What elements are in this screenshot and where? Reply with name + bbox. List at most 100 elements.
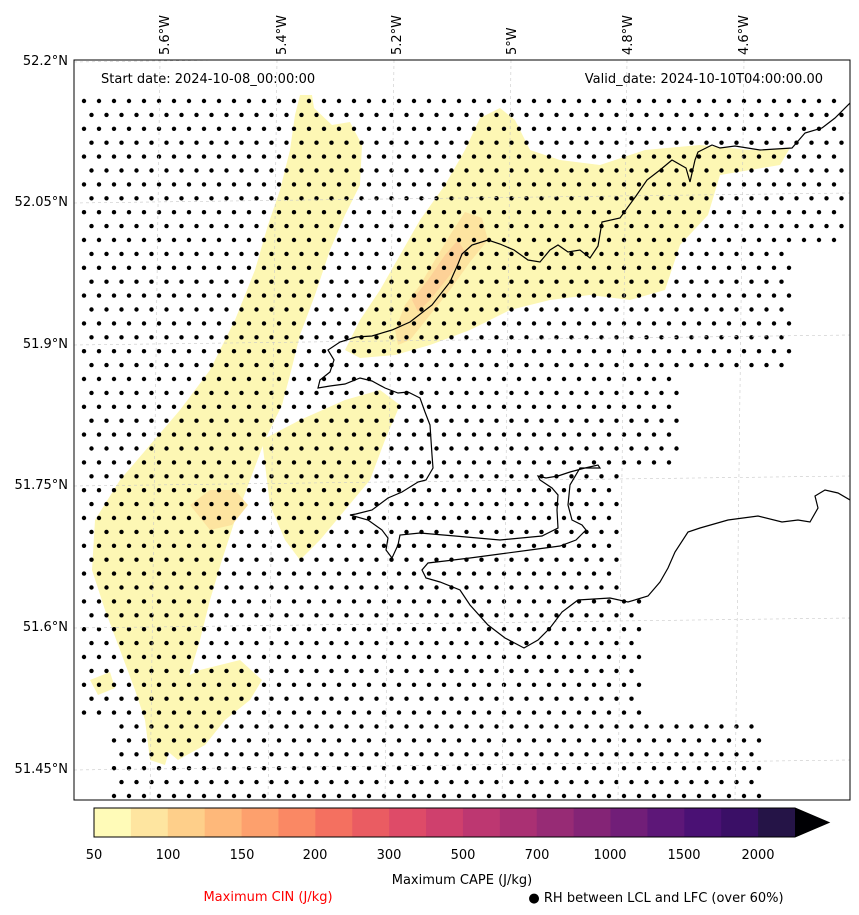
rh-dot — [719, 724, 724, 729]
rh-dot — [786, 349, 792, 354]
rh-dot — [614, 279, 619, 284]
rh-dot — [291, 293, 297, 298]
rh-dot — [126, 210, 132, 215]
rh-dot — [486, 793, 492, 799]
rh-dot — [231, 237, 237, 243]
rh-dot — [651, 210, 657, 215]
rh-dot — [471, 404, 477, 409]
rh-dot — [404, 279, 409, 284]
rh-dot — [614, 779, 619, 785]
rh-dot — [126, 98, 132, 104]
rh-dot — [651, 126, 657, 131]
rh-dot — [239, 279, 244, 284]
rh-dot — [411, 543, 417, 548]
rh-dot — [456, 182, 462, 187]
rh-dot — [434, 307, 439, 312]
rh-dot — [351, 154, 357, 159]
rh-dot — [741, 182, 747, 187]
rh-dot — [614, 696, 619, 701]
rh-dot — [81, 404, 87, 409]
rh-dot — [516, 349, 522, 354]
rh-dot — [831, 154, 837, 159]
rh-dot — [704, 196, 709, 201]
rh-dot — [501, 265, 507, 270]
lat-tick: 51.45°N — [15, 762, 68, 777]
rh-dot — [396, 654, 402, 660]
rh-dot — [546, 126, 552, 131]
rh-dot — [239, 724, 244, 729]
rh-dot — [374, 140, 379, 145]
rh-dot — [479, 779, 484, 785]
rh-dot — [404, 724, 409, 729]
rh-dot — [216, 349, 222, 354]
rh-dot — [764, 223, 769, 229]
rh-dot — [546, 793, 552, 799]
rh-dot — [749, 307, 754, 312]
rh-dot — [599, 307, 604, 312]
rh-dot — [494, 390, 499, 396]
rh-dot — [419, 168, 424, 173]
rh-dot — [404, 446, 409, 451]
rh-dot — [336, 321, 342, 326]
rh-dot — [824, 112, 829, 118]
rh-dot — [786, 265, 792, 270]
rh-dot — [209, 501, 214, 507]
rh-dot — [741, 237, 747, 243]
rh-dot — [666, 766, 672, 771]
rh-dot — [149, 668, 154, 674]
rh-dot — [471, 571, 477, 576]
rh-dot — [674, 140, 679, 145]
rh-dot — [584, 279, 589, 284]
rh-dot — [239, 223, 244, 229]
rh-dot — [524, 223, 529, 229]
rh-dot — [359, 196, 364, 201]
rh-dot — [726, 98, 732, 104]
rh-dot — [186, 515, 192, 521]
rh-dot — [681, 182, 687, 187]
rh-dot — [239, 585, 244, 590]
rh-dot — [554, 640, 559, 646]
rh-dot — [374, 223, 379, 229]
rh-dot — [464, 390, 469, 396]
rh-dot — [254, 279, 259, 284]
rh-dot — [329, 696, 334, 701]
rh-dot — [614, 335, 619, 340]
rh-dot — [516, 98, 522, 104]
rh-dot — [239, 474, 244, 479]
rh-dot — [779, 279, 784, 284]
rh-dot — [269, 251, 274, 257]
rh-dot — [81, 515, 87, 521]
rh-dot — [486, 293, 492, 298]
rh-dot — [134, 223, 139, 229]
rh-dot — [576, 515, 582, 521]
rh-dot — [614, 668, 619, 674]
rh-dot — [329, 724, 334, 729]
rh-dot — [186, 182, 192, 187]
rh-dot — [606, 654, 612, 660]
rh-dot — [749, 140, 754, 145]
rh-dot — [156, 571, 162, 576]
rh-dot — [651, 182, 657, 187]
rh-dot — [194, 474, 199, 479]
rh-dot — [524, 752, 529, 757]
rh-dot — [126, 460, 132, 465]
rh-dot — [246, 432, 252, 437]
rh-dot — [606, 404, 612, 409]
rh-dot — [374, 613, 379, 618]
rh-dot — [306, 710, 312, 715]
rh-dot — [569, 251, 574, 257]
rh-dot — [96, 627, 102, 632]
rh-dot — [771, 349, 777, 354]
rh-dot — [81, 599, 87, 604]
rh-dot — [456, 98, 462, 104]
rh-dot — [216, 793, 222, 799]
rh-dot — [329, 585, 334, 590]
rh-dot — [141, 237, 147, 243]
rh-dot — [411, 515, 417, 521]
rh-dot — [569, 668, 574, 674]
rh-dot — [494, 168, 499, 173]
rh-dot — [606, 571, 612, 576]
rh-dot — [104, 585, 109, 590]
rh-dot — [516, 654, 522, 660]
rh-dot — [591, 293, 597, 298]
